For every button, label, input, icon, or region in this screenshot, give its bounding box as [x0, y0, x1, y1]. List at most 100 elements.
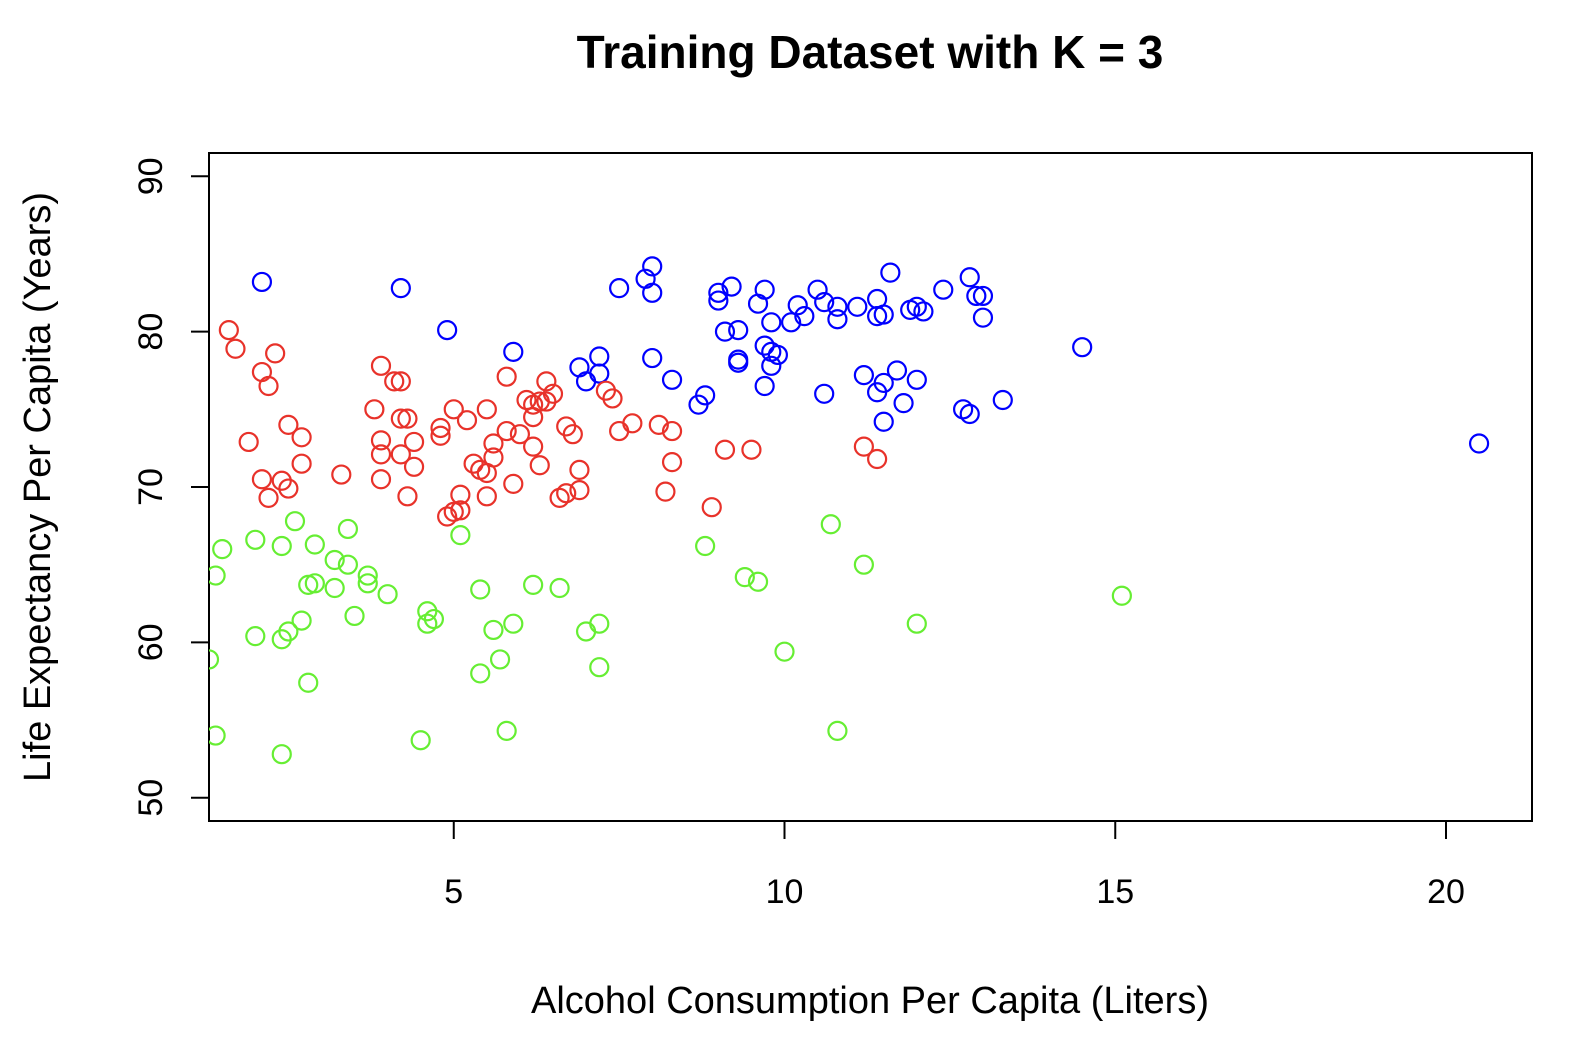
- data-point: [430, 417, 451, 439]
- data-point: [661, 452, 683, 473]
- data-point: [417, 613, 438, 634]
- data-point: [595, 380, 617, 401]
- data-point: [410, 730, 431, 751]
- data-point: [728, 352, 749, 373]
- data-point: [642, 256, 663, 277]
- data-point: [357, 565, 378, 586]
- data-point: [992, 389, 1013, 411]
- data-point: [708, 290, 729, 311]
- data-point: [278, 478, 299, 499]
- data-point: [397, 486, 418, 507]
- data-point: [867, 448, 888, 470]
- data-point: [258, 487, 279, 508]
- data-point: [933, 279, 954, 300]
- data-point: [344, 605, 365, 627]
- data-point: [1111, 585, 1132, 606]
- data-point: [906, 296, 927, 317]
- data-point: [430, 425, 451, 446]
- data-point: [357, 573, 378, 594]
- data-point: [542, 383, 564, 404]
- data-point: [814, 383, 835, 404]
- data-point: [377, 584, 398, 605]
- data-point: [463, 453, 484, 474]
- data-point: [754, 279, 775, 300]
- data-point: [734, 567, 755, 588]
- data-point: [251, 469, 273, 490]
- data-point: [324, 577, 345, 599]
- data-point: [966, 285, 987, 307]
- data-point: [304, 573, 325, 594]
- data-point: [423, 608, 445, 630]
- data-point: [238, 431, 259, 453]
- data-point: [767, 344, 788, 366]
- y-tick-label: 60: [132, 623, 170, 661]
- data-point: [549, 577, 570, 599]
- data-point: [589, 657, 610, 678]
- y-axis-label: Life Expectancy Per Capita (Years): [17, 192, 59, 782]
- data-point: [622, 413, 643, 434]
- y-axis: 50 60 70 80 90: [132, 157, 210, 817]
- data-point: [728, 319, 749, 341]
- data-point: [245, 626, 266, 647]
- data-point: [503, 613, 524, 634]
- data-point: [470, 663, 491, 684]
- data-point: [906, 369, 927, 390]
- y-tick-label: 70: [132, 468, 170, 506]
- data-point: [714, 321, 736, 342]
- data-point: [873, 411, 894, 432]
- data-point: [483, 433, 504, 454]
- data-point: [827, 720, 848, 741]
- data-point: [209, 725, 226, 746]
- data-point: [562, 424, 583, 445]
- data-point: [509, 424, 531, 445]
- data-point: [370, 469, 392, 490]
- data-point: [337, 518, 359, 540]
- data-point: [271, 470, 292, 491]
- data-point: [450, 484, 471, 505]
- data-point: [496, 420, 517, 442]
- data-point: [853, 554, 874, 575]
- data-point: [403, 431, 425, 453]
- data-point: [609, 420, 630, 442]
- data-point: [807, 279, 828, 300]
- data-point: [324, 549, 345, 571]
- data-point: [503, 341, 524, 362]
- data-point: [450, 525, 471, 546]
- data-points: [209, 256, 1490, 765]
- data-point: [556, 483, 577, 504]
- y-tick-label: 90: [132, 157, 170, 195]
- data-point: [284, 511, 306, 532]
- data-point: [648, 414, 669, 435]
- data-point: [483, 447, 504, 468]
- data-point: [209, 565, 226, 586]
- data-point: [589, 363, 610, 384]
- y-tick-label: 50: [132, 779, 170, 817]
- data-point: [575, 621, 597, 642]
- data-point: [390, 371, 411, 392]
- data-point: [787, 295, 808, 316]
- data-point: [1468, 433, 1490, 454]
- data-point: [714, 439, 736, 460]
- data-point: [655, 481, 676, 502]
- data-point: [529, 455, 550, 476]
- x-tick-label: 15: [1096, 873, 1134, 911]
- data-point: [880, 262, 901, 283]
- data-point: [212, 539, 233, 560]
- data-point: [569, 480, 590, 501]
- data-point: [291, 610, 312, 631]
- data-point: [721, 276, 742, 297]
- data-point: [853, 436, 874, 457]
- data-point: [774, 641, 795, 662]
- data-point: [873, 304, 894, 325]
- data-point: [794, 306, 815, 327]
- data-point: [886, 360, 908, 381]
- data-point: [258, 375, 279, 397]
- data-point: [516, 389, 537, 411]
- data-point: [245, 529, 266, 550]
- data-point: [209, 649, 220, 670]
- data-point: [251, 361, 273, 383]
- data-point: [278, 621, 299, 642]
- data-point: [873, 372, 894, 394]
- data-point: [476, 399, 497, 420]
